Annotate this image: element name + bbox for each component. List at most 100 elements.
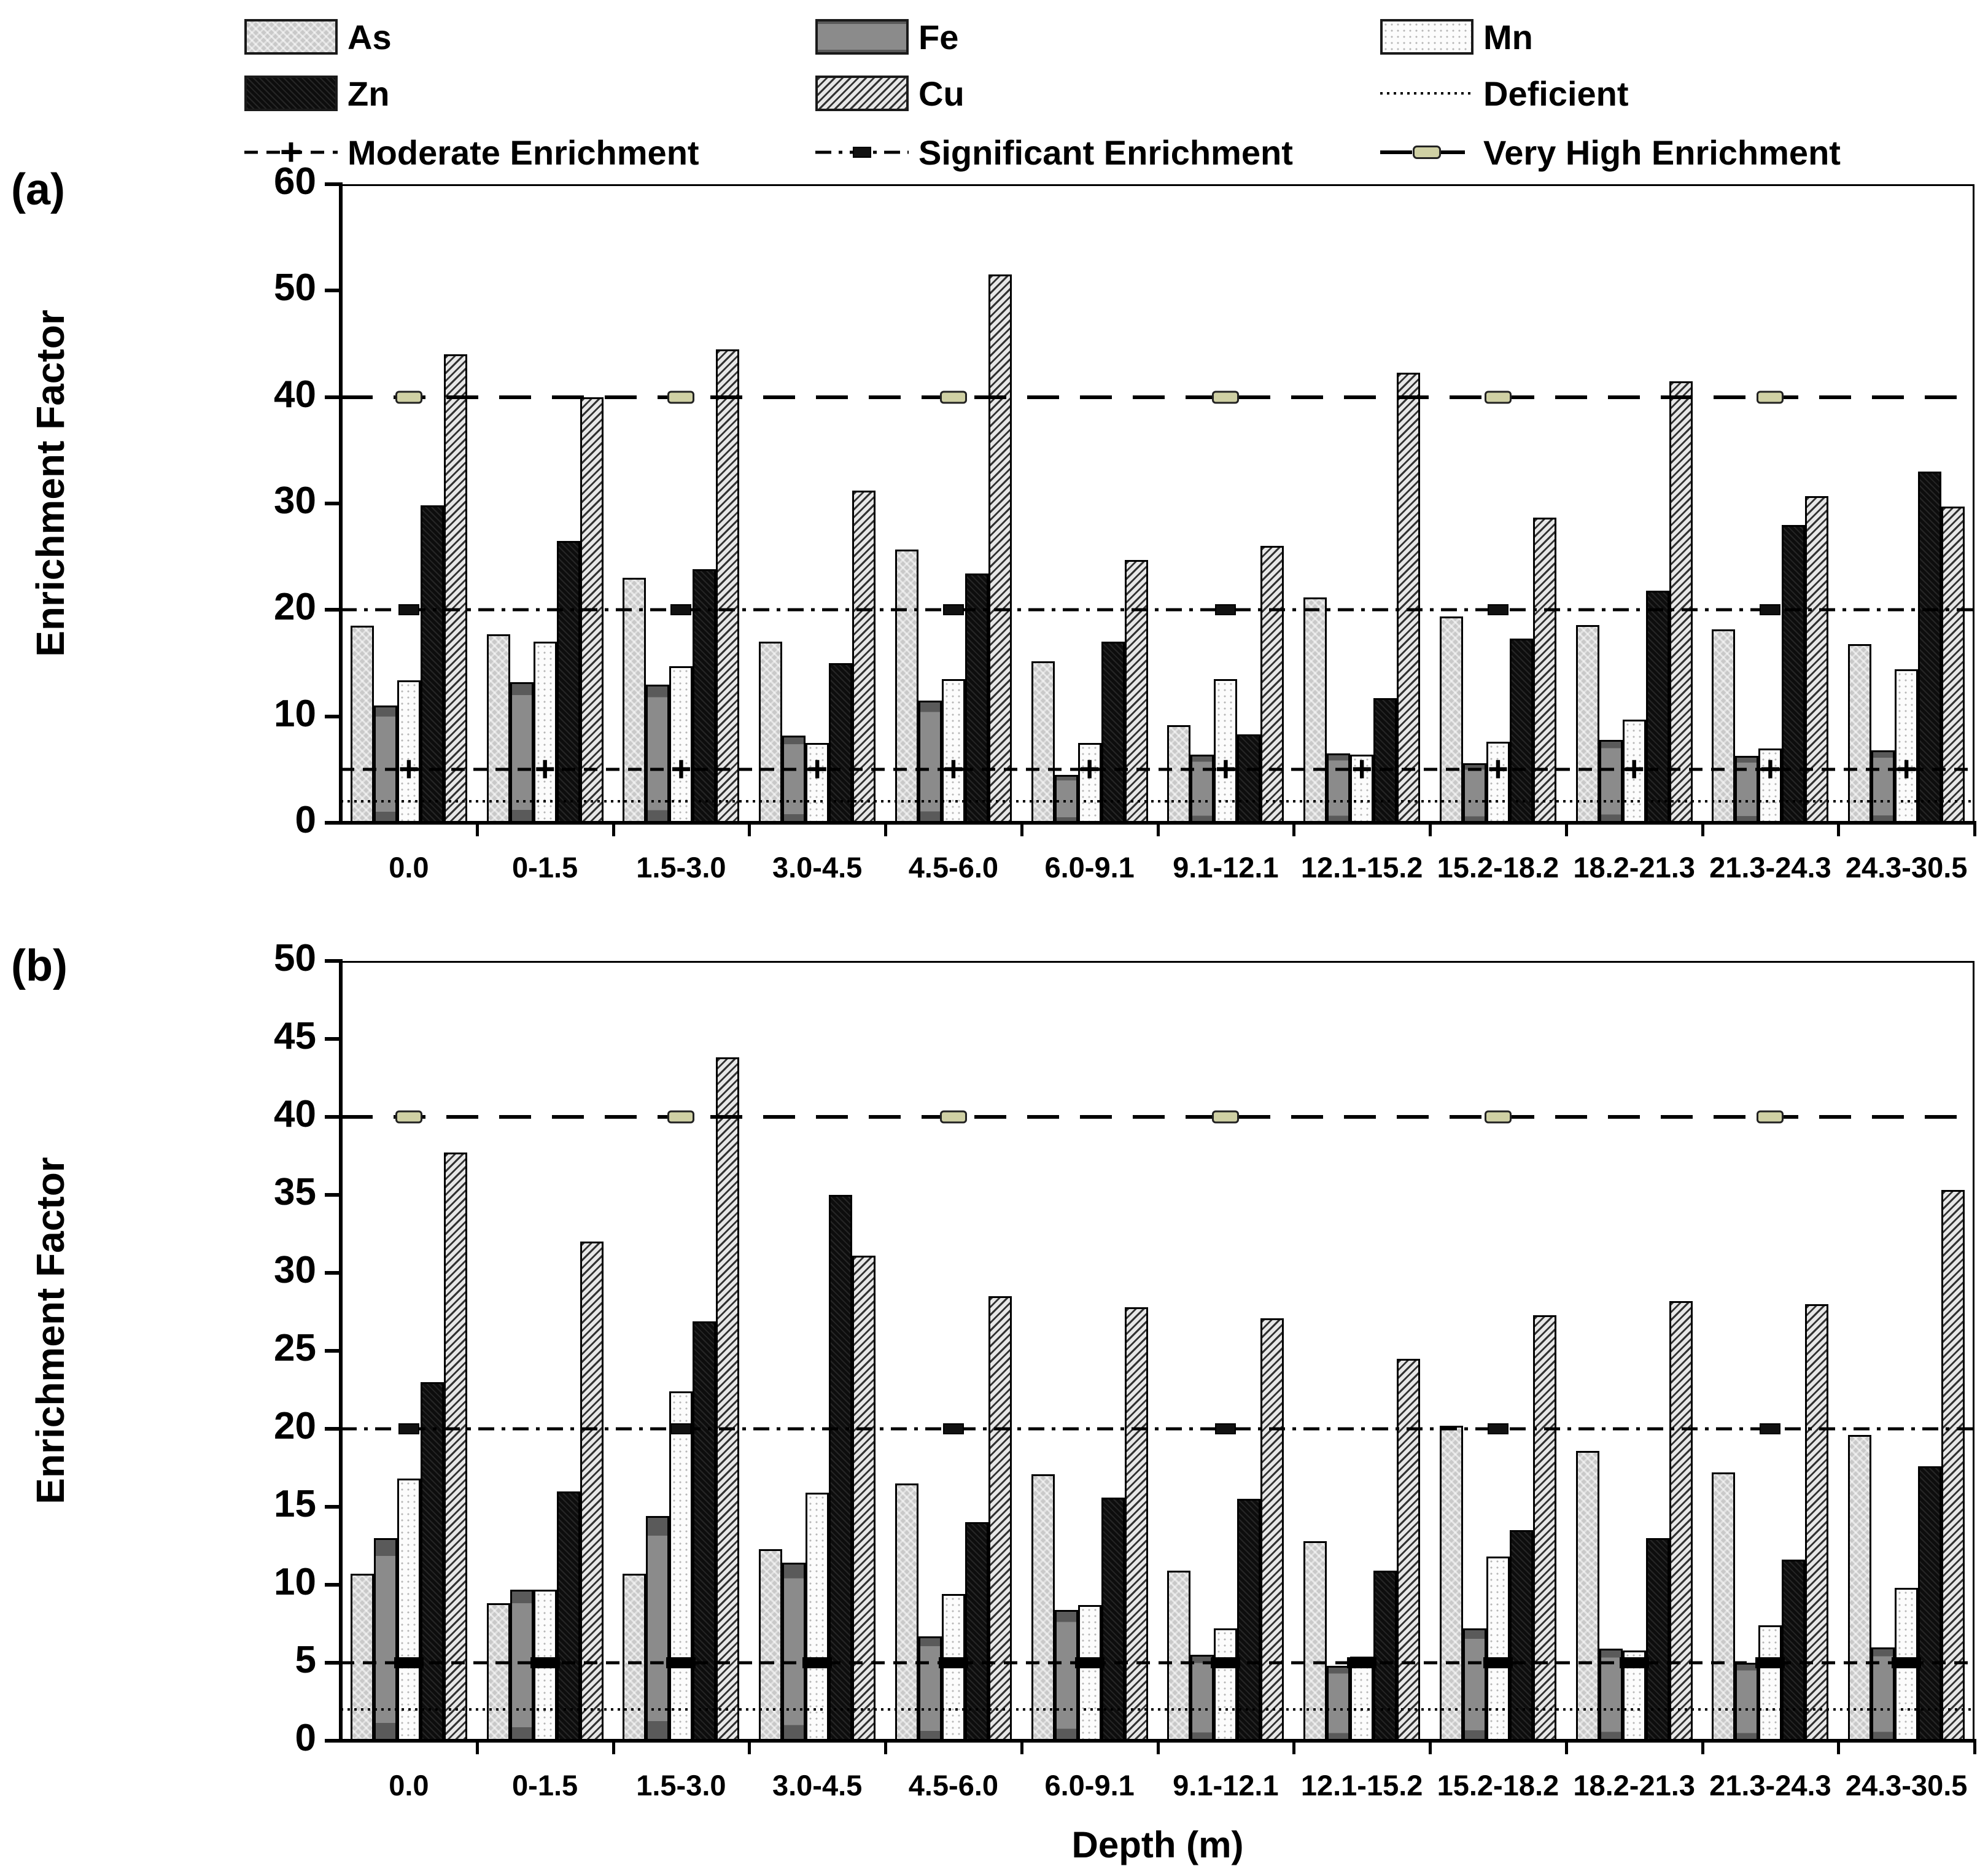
y-axis-title-b: Enrichment Factor [28, 1157, 72, 1504]
bar-a-As-4.5-6.0 [895, 549, 918, 823]
significant-line-sample-icon [815, 134, 909, 170]
y-tick-label-b: 35 [274, 1171, 316, 1213]
x-tick-label-b: 15.2-18.2 [1437, 1769, 1559, 1802]
significant-marker-icon [1760, 604, 1781, 616]
as-swatch-icon [244, 19, 338, 55]
x-axis-title-b: Depth (m) [1071, 1824, 1244, 1865]
veryhigh-marker-icon [667, 1110, 695, 1124]
significant-marker-icon [398, 604, 419, 616]
bar-b-Cu-6.0-9.1 [1124, 1307, 1148, 1741]
y-tick-label-b: 0 [295, 1717, 316, 1759]
x-tick-a [1701, 823, 1704, 836]
bar-b-As-0.0 [350, 1574, 374, 1741]
bar-b-As-0-1.5 [486, 1603, 510, 1741]
legend-item-significant-enrichment: Significant Enrichment [815, 128, 1293, 177]
veryhigh-marker-icon [1757, 1110, 1784, 1124]
significant-marker-icon [670, 1423, 692, 1434]
moderate-marker-icon [802, 1657, 833, 1668]
bar-a-Cu-12.1-15.2 [1397, 372, 1421, 823]
bar-b-Mn-21.3-24.3 [1758, 1625, 1782, 1741]
bar-a-Mn-1.5-3.0 [669, 666, 693, 823]
bar-b-As-9.1-12.1 [1167, 1571, 1191, 1741]
bar-a-Zn-18.2-21.3 [1645, 591, 1669, 823]
bar-b-Cu-1.5-3.0 [716, 1057, 740, 1741]
fe-swatch-icon [815, 19, 909, 55]
reference-line-deficient-b [341, 1708, 1974, 1711]
bar-b-Fe-15.2-18.2 [1462, 1628, 1486, 1741]
x-tick-a [1020, 823, 1023, 836]
moderate-marker-icon [938, 1657, 968, 1668]
y-tick-b [325, 1427, 341, 1431]
bar-a-Mn-9.1-12.1 [1214, 679, 1238, 823]
bar-b-Cu-21.3-24.3 [1805, 1304, 1829, 1741]
significant-marker-icon [398, 1423, 419, 1434]
x-tick-label-a: 15.2-18.2 [1437, 851, 1559, 884]
reference-line-veryhigh-b [341, 1115, 1974, 1119]
legend-item-deficient: Deficient [1380, 69, 1629, 118]
significant-marker-icon [1215, 1423, 1237, 1434]
bar-a-Cu-0.0 [443, 354, 467, 823]
bar-b-Fe-3.0-4.5 [782, 1563, 806, 1741]
x-tick-label-b: 0-1.5 [512, 1769, 578, 1802]
bar-a-As-3.0-4.5 [759, 642, 783, 823]
x-tick-label-a: 4.5-6.0 [908, 851, 999, 884]
x-tick-a [1973, 823, 1976, 836]
y-tick-b [325, 1115, 341, 1119]
bar-a-Fe-0-1.5 [510, 682, 534, 823]
y-tick-label-a: 10 [274, 692, 316, 735]
y-tick-b [325, 1271, 341, 1275]
bar-b-Mn-1.5-3.0 [669, 1391, 693, 1741]
y-tick-label-b: 45 [274, 1015, 316, 1057]
x-tick-label-a: 24.3-30.5 [1845, 851, 1968, 884]
bar-a-Fe-18.2-21.3 [1599, 739, 1623, 823]
bar-a-Fe-3.0-4.5 [782, 735, 806, 823]
bar-a-Mn-4.5-6.0 [941, 679, 965, 823]
x-tick-label-b: 0.0 [389, 1769, 429, 1802]
moderate-marker-icon [1347, 1657, 1377, 1668]
mn-swatch-icon [1380, 19, 1474, 55]
y-tick-b [325, 959, 341, 963]
y-tick-a [325, 714, 341, 718]
x-tick-label-b: 21.3-24.3 [1709, 1769, 1831, 1802]
x-tick-label-b: 1.5-3.0 [636, 1769, 726, 1802]
y-axis-b [339, 959, 343, 1743]
veryhigh-marker-icon [1757, 391, 1784, 404]
y-tick-b [325, 1037, 341, 1041]
veryhigh-marker-icon [939, 1110, 967, 1124]
x-tick-b [1292, 1741, 1296, 1754]
bar-a-Zn-24.3-30.5 [1918, 472, 1942, 823]
bar-b-Zn-24.3-30.5 [1918, 1466, 1942, 1741]
zn-swatch-icon [244, 76, 338, 111]
legend-item-fe: Fe [815, 12, 958, 61]
legend-row-3: + Moderate Enrichment Significant Enrichme… [0, 128, 1988, 177]
veryhigh-marker-icon [667, 391, 695, 404]
y-tick-label-b: 10 [274, 1561, 316, 1603]
bar-b-Mn-9.1-12.1 [1214, 1628, 1238, 1741]
bar-a-Cu-15.2-18.2 [1532, 517, 1556, 823]
x-tick-label-b: 9.1-12.1 [1173, 1769, 1279, 1802]
bar-b-As-24.3-30.5 [1848, 1435, 1872, 1741]
y-axis-title-a: Enrichment Factor [28, 309, 72, 657]
x-tick-label-a: 21.3-24.3 [1709, 851, 1831, 884]
bar-b-Zn-12.1-15.2 [1373, 1571, 1397, 1741]
bar-a-Zn-21.3-24.3 [1782, 524, 1806, 823]
significant-marker-icon [670, 604, 692, 616]
bar-a-Cu-6.0-9.1 [1124, 559, 1148, 823]
bar-b-Zn-1.5-3.0 [693, 1321, 716, 1741]
cu-swatch-icon [815, 76, 909, 111]
bar-a-Fe-6.0-9.1 [1054, 775, 1078, 823]
reference-line-significant-a [341, 608, 1974, 612]
x-tick-label-a: 0.0 [389, 851, 429, 884]
x-tick-label-b: 12.1-15.2 [1300, 1769, 1423, 1802]
moderate-marker-icon [1755, 1657, 1785, 1668]
bar-a-As-12.1-15.2 [1303, 597, 1327, 823]
x-tick-label-b: 3.0-4.5 [772, 1769, 863, 1802]
y-tick-label-b: 15 [274, 1483, 316, 1525]
bar-b-Cu-9.1-12.1 [1260, 1318, 1284, 1741]
deficient-line [1380, 92, 1474, 95]
bar-a-Zn-15.2-18.2 [1509, 639, 1533, 823]
significant-marker-icon [1215, 604, 1237, 616]
x-tick-b [1837, 1741, 1841, 1754]
x-tick-a [1156, 823, 1160, 836]
x-tick-a [884, 823, 887, 836]
